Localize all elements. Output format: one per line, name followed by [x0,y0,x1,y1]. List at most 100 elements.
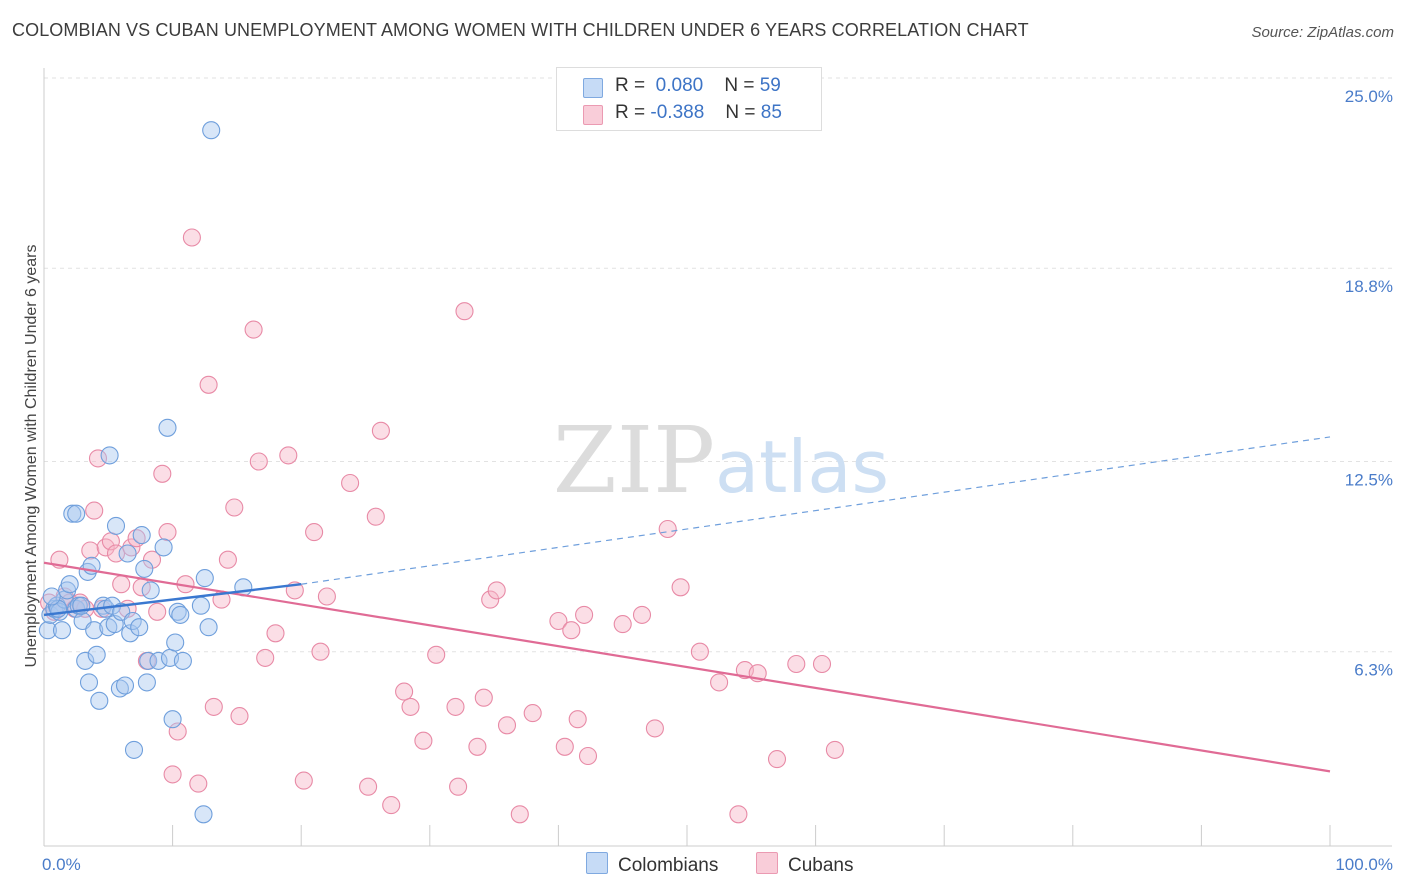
point-cuban [414,731,433,750]
point-cuban [549,611,568,631]
point-cuban [279,446,298,465]
legend-r-label: R = [615,102,646,123]
point-colombian [158,418,177,437]
point-cuban [366,507,385,526]
y-axis-label: Unemployment Among Women with Children U… [23,244,40,667]
legend-swatch-colombians [583,78,603,98]
legend-n-label: N = [725,102,756,123]
point-cuban [204,697,223,716]
point-colombian [171,605,190,624]
watermark-atlas: atlas [715,425,889,509]
point-cuban [523,704,542,723]
point-colombian [106,516,126,535]
point-colombian [42,587,61,606]
point-cuban [767,750,787,769]
point-colombian [76,651,95,670]
point-cuban [812,654,832,674]
point-colombian [79,673,99,692]
point-cuban [371,421,390,440]
point-cuban [427,645,446,664]
point-cuban [218,550,237,569]
legend-swatch-cubans [583,105,603,125]
point-cuban [575,605,594,624]
bottom-legend-label: Colombians [618,855,719,876]
point-colombian [115,676,135,695]
point-cuban [199,375,218,394]
point-cuban [455,302,474,321]
point-colombian [90,691,109,710]
bottom-legend-label: Cubans [788,855,854,876]
point-colombian [202,121,221,140]
point-cuban [189,774,208,793]
axes [43,68,1392,847]
point-cuban [446,697,465,716]
point-cuban [317,587,336,606]
point-cuban [578,746,598,766]
point-colombian [173,651,192,670]
legend-r-label: R = [615,75,646,96]
point-cuban [182,228,201,247]
point-cuban [568,710,587,729]
point-cuban [359,777,378,796]
point-colombian [124,740,144,759]
point-colombian [163,710,182,729]
chart-title: COLOMBIAN VS CUBAN UNEMPLOYMENT AMONG WO… [12,20,1029,40]
watermark-zip: ZIP [553,407,715,514]
point-colombian [135,559,154,578]
point-cuban [497,716,517,735]
bottom-legend-swatch-cubans [756,852,778,874]
bottom-legend-cubans[interactable]: Cubans [756,852,854,877]
stats-legend: R = 0.080 N = 59 R = -0.388 N = 85 [556,67,822,131]
point-cuban [305,523,324,542]
point-colombian [166,633,185,652]
point-cuban [658,519,677,539]
point-colombian [139,651,158,670]
point-colombian [67,504,86,523]
point-colombian [110,679,129,698]
point-colombian [130,618,149,637]
point-cuban [256,648,275,667]
point-cuban [112,575,131,594]
point-cuban [230,707,249,726]
point-cuban [555,737,574,756]
legend-n-value: 59 [759,75,781,96]
y-tick-label: 18.8% [1345,277,1393,296]
bottom-legend-colombians[interactable]: Colombians [586,852,718,877]
point-colombian [100,446,119,465]
point-cuban [311,642,330,661]
point-cuban [148,602,167,621]
point-cuban [249,452,268,471]
point-colombian [38,621,57,640]
point-cuban [158,523,177,542]
point-cuban [474,688,493,707]
point-cuban [562,621,581,640]
gridlines [44,77,1392,653]
y-tick-label: 6.3% [1354,661,1393,680]
y-tick-label: 25.0% [1345,87,1393,106]
point-colombian [141,581,160,600]
point-colombian [52,621,72,640]
point-cuban [481,590,500,609]
point-cuban [225,498,244,517]
y-tick-label: 12.5% [1345,471,1393,490]
point-colombian [194,805,213,824]
x-tick-label-min: 0.0% [42,855,81,874]
point-colombian [60,575,79,594]
point-cuban [632,605,652,624]
point-cuban [266,624,285,643]
point-colombian [118,544,137,563]
point-cuban [127,529,146,548]
point-cuban [468,737,487,756]
point-colombian [168,602,187,621]
point-cuban [729,805,748,824]
trend-line-cubans [43,561,1331,773]
x-tick-label-max: 100.0% [1335,855,1393,874]
point-cuban [671,578,690,597]
point-cuban [613,615,632,634]
point-cuban [401,697,420,716]
point-cuban [88,449,108,468]
point-colombian [199,618,218,637]
point-cuban [395,682,414,701]
trend-line-colombians-extended [301,436,1331,585]
